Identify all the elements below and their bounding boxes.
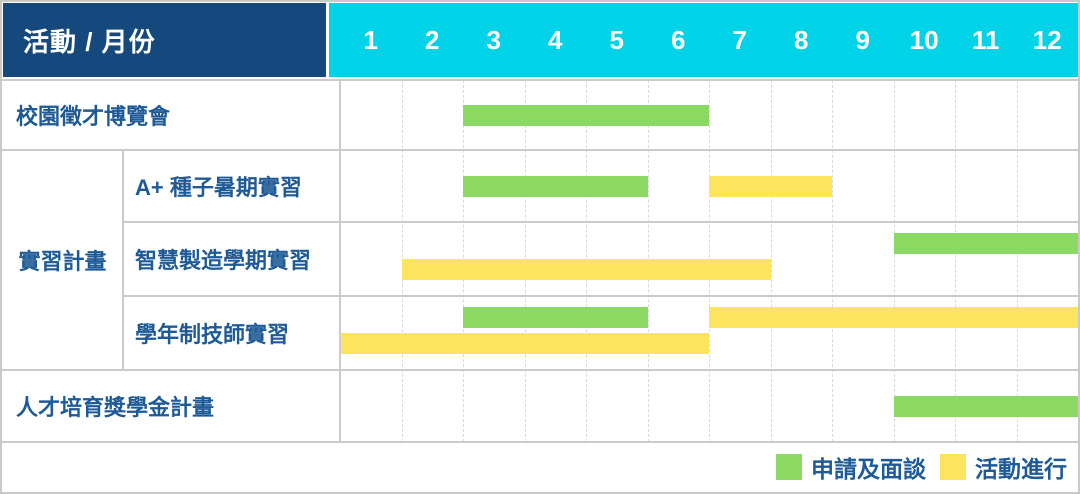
grid-top-border — [2, 79, 1078, 81]
legend-item-activity-in-progress: 活動進行 — [940, 450, 1067, 484]
row-label-academic-year-technician-internship: 學年制技師實習 — [135, 322, 290, 347]
month-header-strip — [329, 3, 1078, 77]
month-gridline — [955, 80, 956, 442]
group-sub-divider — [122, 150, 124, 370]
month-header-cell: 2 — [425, 24, 440, 55]
month-header-cell: 3 — [486, 24, 501, 55]
row-label-talent-scholarship-program: 人才培育獎學金計畫 — [16, 395, 215, 420]
month-header-row: 1 2 3 4 5 6 7 8 9 10 11 12 — [340, 3, 1078, 77]
month-gridline — [832, 80, 833, 442]
month-header-cell: 4 — [548, 24, 563, 55]
grid-bottom-border — [2, 441, 1078, 443]
row-label-aplus-summer-internship: A+ 種子暑期實習 — [135, 175, 302, 200]
row-label-smart-manufacturing-internship: 智慧製造學期實習 — [135, 248, 312, 273]
legend-green-swatch — [776, 454, 802, 480]
row-label-campus-fair: 校園徵才博覽會 — [16, 104, 171, 129]
month-header-cell: 10 — [909, 24, 939, 55]
gantt-bar — [709, 176, 832, 197]
group-label-internship-program: 實習計畫 — [18, 249, 107, 274]
month-header-cell: 9 — [855, 24, 870, 55]
row-divider — [2, 369, 1078, 371]
label-grid-divider — [339, 80, 341, 442]
gantt-bar — [463, 105, 709, 126]
month-gridline — [1016, 80, 1018, 442]
month-header-cell: 12 — [1032, 24, 1062, 55]
month-header-cell: 7 — [732, 24, 747, 55]
gantt-bar — [463, 307, 648, 328]
month-header-cell: 8 — [794, 24, 809, 55]
row-divider — [123, 221, 1078, 223]
legend: 申請及面談 活動進行 — [776, 442, 1067, 492]
chart-title: 活動 / 月份 — [23, 26, 156, 57]
month-header-cell: 11 — [972, 24, 1000, 55]
legend-item-application-interview: 申請及面談 — [776, 450, 926, 484]
legend-yellow-swatch — [940, 454, 966, 480]
gantt-bar — [463, 176, 648, 197]
month-header-cell: 6 — [671, 24, 686, 55]
month-gridline — [893, 80, 895, 442]
gantt-bar — [893, 396, 1078, 417]
month-gridline — [770, 80, 772, 442]
gantt-bar — [893, 233, 1078, 254]
gantt-bar — [340, 333, 709, 354]
row-divider — [123, 295, 1078, 297]
gantt-bar — [709, 307, 1078, 328]
header-activity-month-cell: 活動 / 月份 — [3, 3, 326, 77]
month-header-cell: 1 — [363, 24, 378, 55]
month-header-cell: 5 — [609, 24, 624, 55]
row-divider — [2, 149, 1078, 151]
gantt-bar — [401, 259, 771, 280]
